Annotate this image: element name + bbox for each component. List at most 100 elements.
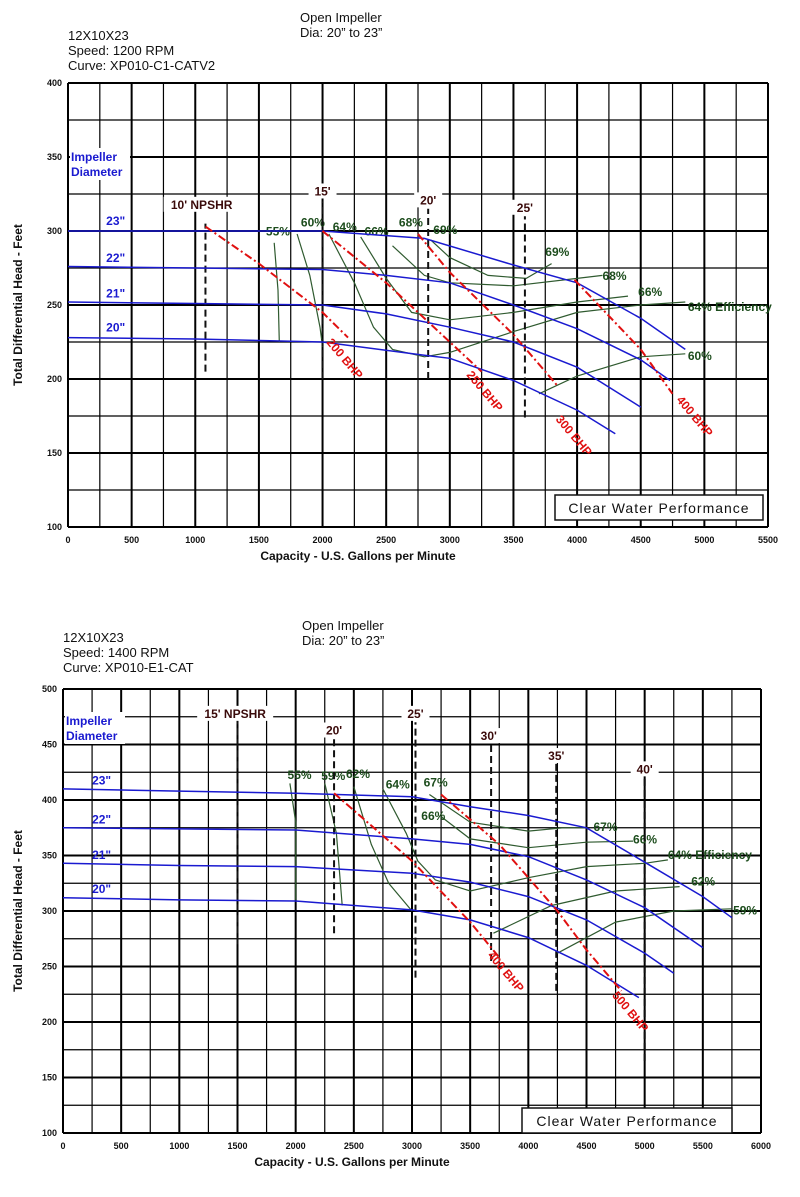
x-tick-label: 2000 (286, 1141, 306, 1151)
legend-title: Impeller Diameter (71, 150, 123, 179)
y-tick-label: 200 (42, 1017, 57, 1027)
y-axis-label: Total Differential Head - Feet (11, 224, 25, 386)
x-tick-label: 2500 (344, 1141, 364, 1151)
efficiency-curve (353, 786, 413, 912)
x-axis-label: Capacity - U.S. Gallons per Minute (254, 1155, 450, 1169)
y-tick-label: 450 (42, 740, 57, 750)
efficiency-label: 64% (386, 778, 410, 792)
x-tick-label: 3000 (402, 1141, 422, 1151)
efficiency-curve (493, 886, 680, 934)
bhp-line (573, 279, 674, 395)
bhp-label: 300 BHP (553, 412, 595, 458)
diameter-label: 21" (106, 287, 125, 301)
diameter-label: 20" (92, 882, 111, 896)
clear-water-box (521, 1107, 733, 1134)
x-tick-label: 2500 (376, 535, 396, 545)
clear-water-box (554, 494, 764, 521)
npsh-label: 25' (517, 201, 533, 215)
bhp-line (440, 793, 623, 992)
npsh-label-bg (163, 196, 240, 212)
clear-water-performance-label: Clear Water Performance (568, 500, 749, 516)
x-tick-label: 4500 (576, 1141, 596, 1151)
efficiency-label: 66% (638, 285, 662, 299)
head-curve (67, 301, 642, 408)
x-tick-label: 6000 (751, 1141, 771, 1151)
y-tick-label: 200 (47, 374, 62, 384)
y-tick-label: 350 (42, 851, 57, 861)
legend-title-line: Diameter (71, 165, 123, 179)
npsh-label: 20' (420, 193, 436, 207)
efficiency-label: 60% (688, 349, 712, 363)
efficiency-label: 64% Efficiency (668, 848, 752, 862)
npsh-label: 35' (548, 749, 564, 763)
x-tick-label: 3500 (503, 535, 523, 545)
efficiency-label: 67% (593, 820, 617, 834)
diameter-label: 21" (92, 848, 111, 862)
legend-title-line: Impeller (66, 714, 112, 728)
x-tick-label: 500 (124, 535, 139, 545)
diameter-range: Dia: 20” to 23” (300, 25, 382, 40)
npsh-label-bg (320, 722, 349, 738)
npsh-label-bg (510, 199, 539, 215)
npsh-label: 15' (314, 184, 330, 198)
efficiency-curve (296, 233, 324, 347)
pump-speed: Speed: 1400 RPM (63, 645, 169, 660)
y-tick-label: 100 (42, 1128, 57, 1138)
legend-bg (70, 148, 130, 180)
efficiency-curve (382, 788, 668, 892)
y-tick-label: 400 (47, 78, 62, 88)
y-tick-label: 400 (42, 795, 57, 805)
head-curve (62, 788, 733, 919)
grid (67, 82, 769, 528)
head-curve (67, 336, 616, 435)
x-tick-label: 0 (60, 1141, 65, 1151)
efficiency-label: 64% (333, 220, 357, 234)
efficiency-curve (273, 242, 280, 343)
efficiency-curve (328, 233, 686, 358)
efficiency-label: 68% (399, 216, 423, 230)
x-tick-label: 1500 (227, 1141, 247, 1151)
npsh-label: 25' (407, 707, 423, 721)
efficiency-label: 60% (301, 216, 325, 230)
x-tick-label: 1500 (249, 535, 269, 545)
y-tick-label: 150 (47, 448, 62, 458)
clear-water-performance-label: Clear Water Performance (536, 1113, 717, 1129)
npsh-label-bg (308, 183, 337, 199)
head-curve (62, 862, 675, 974)
efficiency-label: 66% (365, 224, 389, 238)
efficiency-label: 69% (433, 223, 457, 237)
diameter-range: Dia: 20” to 23” (302, 633, 384, 648)
efficiency-label: 64% Efficiency (688, 300, 772, 314)
x-tick-label: 5500 (693, 1141, 713, 1151)
y-axis-label: Total Differential Head - Feet (11, 830, 25, 992)
diameter-label: 22" (106, 251, 125, 265)
npsh-label: 10' NPSHR (171, 198, 233, 212)
curve-id: Curve: XP010-E1-CAT (63, 660, 194, 675)
efficiency-label: 62% (691, 874, 715, 888)
efficiency-curve (440, 816, 634, 849)
legend-title-line: Diameter (66, 729, 118, 743)
x-tick-label: 3500 (460, 1141, 480, 1151)
npsh-label: 20' (326, 724, 342, 738)
x-tick-label: 4000 (518, 1141, 538, 1151)
legend-bg (65, 712, 125, 744)
efficiency-curve (538, 353, 686, 395)
efficiency-label: 55% (288, 768, 312, 782)
y-tick-label: 300 (47, 226, 62, 236)
npsh-label-bg (414, 192, 443, 208)
npsh-label: 15' NPSHR (204, 707, 266, 721)
x-tick-label: 3000 (440, 535, 460, 545)
diameter-label: 23" (106, 214, 125, 228)
diameter-label: 20" (106, 321, 125, 335)
pump-model: 12X10X23 (63, 630, 124, 645)
npsh-label-bg (474, 728, 503, 744)
x-axis-label: Capacity - U.S. Gallons per Minute (260, 549, 456, 563)
bhp-line (333, 792, 501, 959)
npsh-label-bg (542, 748, 571, 764)
npsh-label: 30' (481, 729, 497, 743)
pump-model: 12X10X23 (68, 28, 129, 43)
x-tick-label: 4000 (567, 535, 587, 545)
x-tick-label: 5500 (758, 535, 778, 545)
